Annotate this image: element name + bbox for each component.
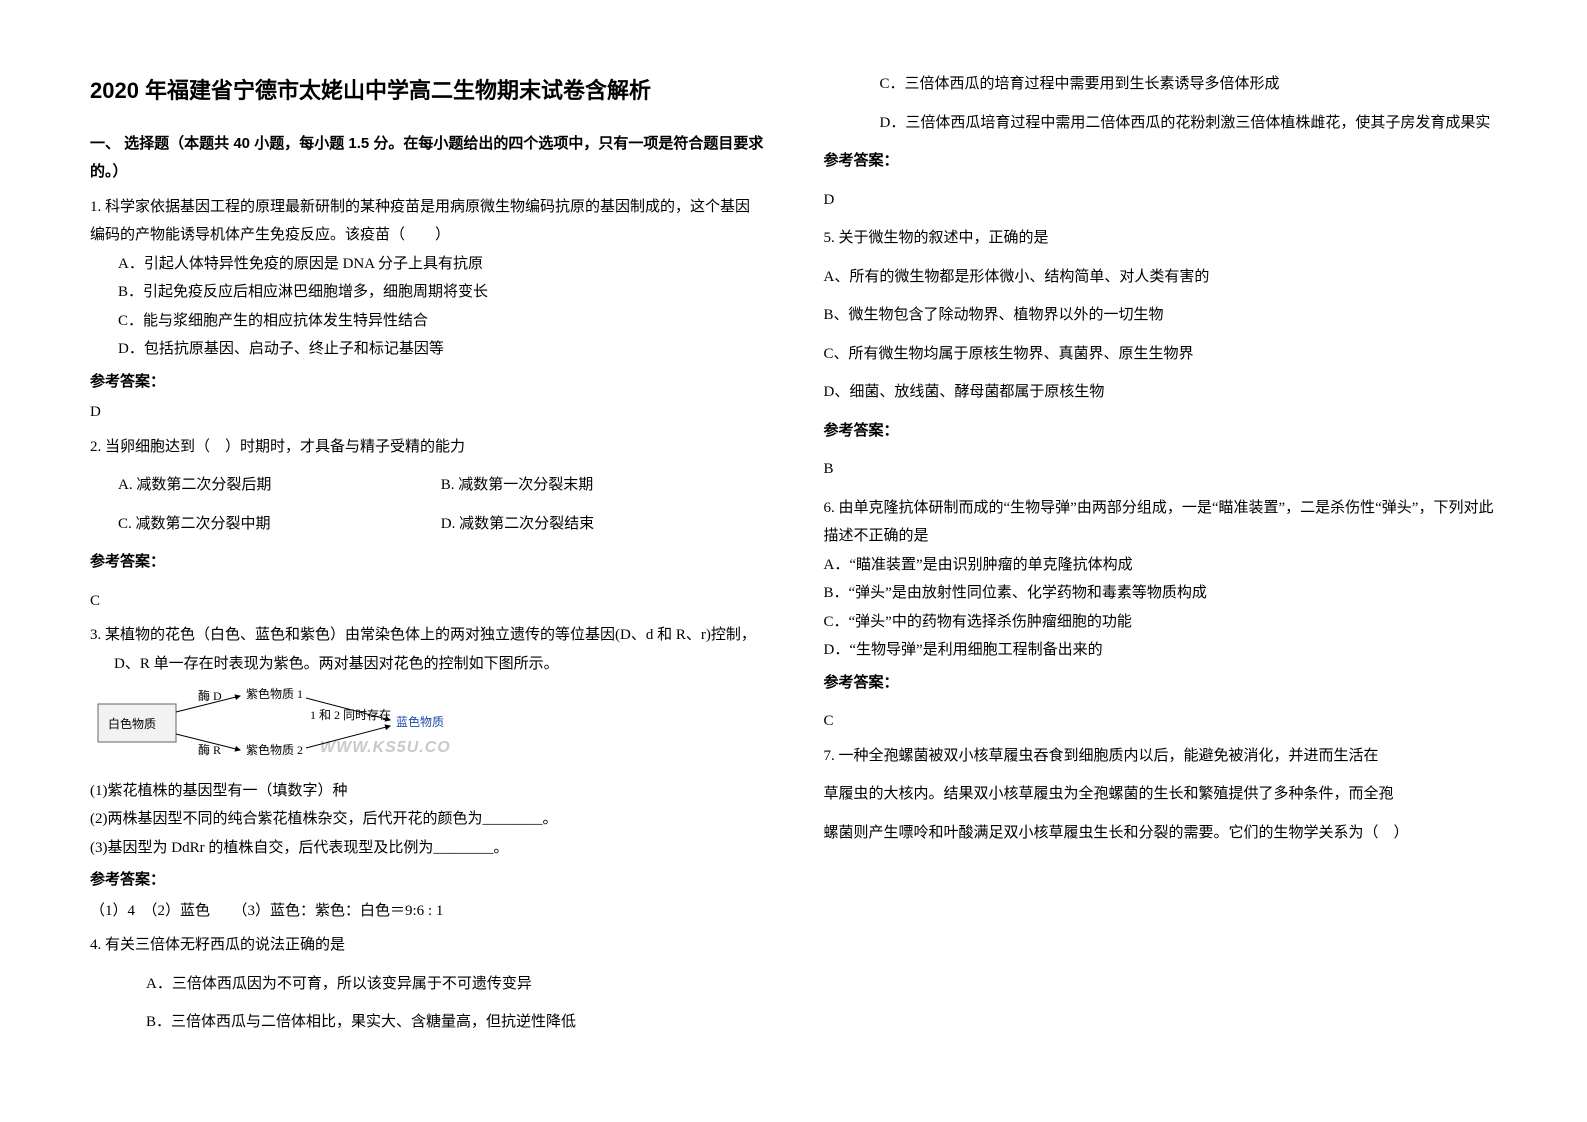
watermark-text: WWW.KS5U.COM [320,739,450,756]
q3-sub3: (3)基因型为 DdRr 的植株自交，后代表现型及比例为________。 [90,834,764,863]
q6-option-d: D．“生物导弹”是利用细胞工程制备出来的 [824,636,1498,665]
q5-option-d: D、细菌、放线菌、酵母菌都属于原核生物 [824,378,1498,407]
q5-answer-label: 参考答案： [824,417,1498,446]
q2-stem: 2. 当卵细胞达到（ ）时期时，才具备与精子受精的能力 [90,433,764,462]
q5-option-a: A、所有的微生物都是形体微小、结构简单、对人类有害的 [824,263,1498,292]
q3-answer-label: 参考答案： [90,866,764,895]
q1-stem: 1. 科学家依据基因工程的原理最新研制的某种疫苗是用病原微生物编码抗原的基因制成… [90,193,764,250]
q3-sub2: (2)两株基因型不同的纯合紫花植株杂交，后代开花的颜色为________。 [90,805,764,834]
q2-option-a: A. 减数第二次分裂后期 [90,471,441,500]
q5-option-c: C、所有微生物均属于原核生物界、真菌界、原生生物界 [824,340,1498,369]
q6-stem: 6. 由单克隆抗体研制而成的“生物导弹”由两部分组成，一是“瞄准装置”，二是杀伤… [824,494,1498,551]
q3-stem: 3. 某植物的花色（白色、蓝色和紫色）由常染色体上的两对独立遗传的等位基因(D、… [90,621,764,678]
diagram-purple1: 紫色物质 1 [246,687,303,701]
q7-p3: 螺菌则产生嘌呤和叶酸满足双小核草履虫生长和分裂的需要。它们的生物学关系为（ ） [824,819,1498,848]
q2-answer: C [90,587,764,616]
q6-option-b: B．“弹头”是由放射性同位素、化学药物和毒素等物质构成 [824,579,1498,608]
page-title: 2020 年福建省宁德市太姥山中学高二生物期末试卷含解析 [90,70,764,112]
q1-answer-label: 参考答案： [90,368,764,397]
question-7: 7. 一种全孢螺菌被双小核草履虫吞食到细胞质内以后，能避免被消化，并进而生活在 … [824,742,1498,848]
q3-diagram: WWW.KS5U.COM 白色物质 酶 D 紫色物质 1 酶 R 紫色物质 2 … [90,684,450,762]
q1-answer: D [90,398,764,427]
q2-answer-label: 参考答案： [90,548,764,577]
question-2: 2. 当卵细胞达到（ ）时期时，才具备与精子受精的能力 A. 减数第二次分裂后期… [90,433,764,616]
question-3: 3. 某植物的花色（白色、蓝色和紫色）由常染色体上的两对独立遗传的等位基因(D、… [90,621,764,925]
q4-stem: 4. 有关三倍体无籽西瓜的说法正确的是 [90,931,764,960]
diagram-enzD: 酶 D [198,688,222,703]
q4-option-d: D．三倍体西瓜培育过程中需用二倍体西瓜的花粉刺激三倍体植株雌花，使其子房发育成果… [824,109,1498,138]
q6-answer: C [824,707,1498,736]
diagram-white: 白色物质 [108,716,156,731]
question-5: 5. 关于微生物的叙述中，正确的是 A、所有的微生物都是形体微小、结构简单、对人… [824,224,1498,484]
q4-answer-label: 参考答案： [824,147,1498,176]
q1-option-d: D．包括抗原基因、启动子、终止子和标记基因等 [90,335,764,364]
q4-option-c: C．三倍体西瓜的培育过程中需要用到生长素诱导多倍体形成 [824,70,1498,99]
q7-p1: 7. 一种全孢螺菌被双小核草履虫吞食到细胞质内以后，能避免被消化，并进而生活在 [824,742,1498,771]
q5-answer: B [824,455,1498,484]
q5-stem: 5. 关于微生物的叙述中，正确的是 [824,224,1498,253]
q1-option-a: A．引起人体特异性免疫的原因是 DNA 分子上具有抗原 [90,250,764,279]
q3-answer: （1）4 （2）蓝色 （3）蓝色：紫色：白色＝9:6 : 1 [90,897,764,926]
diagram-purple2: 紫色物质 2 [246,743,303,757]
q2-option-d: D. 减数第二次分裂结束 [441,510,764,539]
q2-option-b: B. 减数第一次分裂末期 [441,471,764,500]
diagram-blue: 蓝色物质 [396,715,444,729]
q5-option-b: B、微生物包含了除动物界、植物界以外的一切生物 [824,301,1498,330]
question-1: 1. 科学家依据基因工程的原理最新研制的某种疫苗是用病原微生物编码抗原的基因制成… [90,193,764,427]
q4-option-b: B．三倍体西瓜与二倍体相比，果实大、含糖量高，但抗逆性降低 [90,1008,764,1037]
q3-sub1: (1)紫花植株的基因型有一（填数字）种 [90,777,764,806]
q6-option-a: A．“瞄准装置”是由识别肿瘤的单克隆抗体构成 [824,551,1498,580]
q1-option-c: C．能与浆细胞产生的相应抗体发生特异性结合 [90,307,764,336]
question-6: 6. 由单克隆抗体研制而成的“生物导弹”由两部分组成，一是“瞄准装置”，二是杀伤… [824,494,1498,736]
q1-option-b: B．引起免疫反应后相应淋巴细胞增多，细胞周期将变长 [90,278,764,307]
q2-option-c: C. 减数第二次分裂中期 [90,510,441,539]
q4-answer: D [824,186,1498,215]
section-1-heading: 一、 选择题（本题共 40 小题，每小题 1.5 分。在每小题给出的四个选项中，… [90,130,764,187]
diagram-cond: 1 和 2 同时存在 [310,708,391,722]
q6-option-c: C．“弹头”中的药物有选择杀伤肿瘤细胞的功能 [824,608,1498,637]
diagram-enzR: 酶 R [198,742,221,757]
q6-answer-label: 参考答案： [824,669,1498,698]
q4-option-a: A．三倍体西瓜因为不可育，所以该变异属于不可遗传变异 [90,970,764,999]
q7-p2: 草履虫的大核内。结果双小核草履虫为全孢螺菌的生长和繁殖提供了多种条件，而全孢 [824,780,1498,809]
